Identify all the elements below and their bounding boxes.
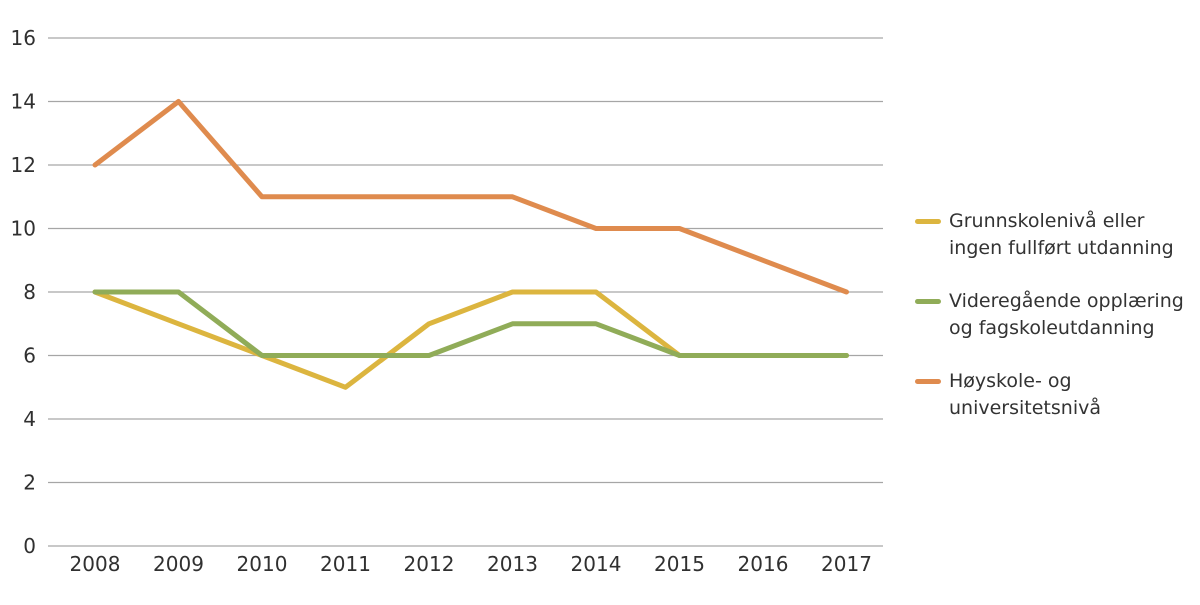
- legend-swatch-hoyskole: [915, 379, 941, 384]
- x-tick-label: 2008: [70, 552, 121, 576]
- legend-label-hoyskole: Høyskole- og universitetsnivå: [949, 370, 1101, 419]
- legend-item-videregaende: Videregående opplæring og fagskoleutdann…: [915, 288, 1195, 342]
- legend-label-grunnskole: Grunnskolenivå eller ingen fullført utda…: [949, 210, 1174, 259]
- x-tick-label: 2012: [404, 552, 455, 576]
- y-tick-label: 6: [23, 344, 36, 368]
- y-tick-label: 16: [11, 26, 36, 50]
- legend-item-grunnskole: Grunnskolenivå eller ingen fullført utda…: [915, 208, 1195, 262]
- y-tick-label: 14: [11, 90, 36, 114]
- x-tick-label: 2014: [571, 552, 622, 576]
- x-tick-label: 2009: [153, 552, 204, 576]
- legend-item-hoyskole: Høyskole- og universitetsnivå: [915, 368, 1195, 422]
- x-tick-label: 2010: [237, 552, 288, 576]
- chart-legend: Grunnskolenivå eller ingen fullført utda…: [915, 208, 1195, 448]
- x-tick-label: 2011: [320, 552, 371, 576]
- x-tick-label: 2016: [738, 552, 789, 576]
- x-tick-label: 2017: [821, 552, 872, 576]
- series-line-2: [92, 99, 849, 295]
- y-tick-label: 0: [23, 534, 36, 558]
- y-tick-label: 10: [11, 217, 36, 241]
- y-tick-label: 8: [23, 280, 36, 304]
- line-chart: 0 2 4 6 8 10 12 14 16 2008 2009 2010 2011 2012 2013 201…: [11, 26, 883, 576]
- legend-swatch-grunnskole: [915, 219, 941, 224]
- legend-label-videregaende: Videregående opplæring og fagskoleutdann…: [949, 290, 1184, 339]
- x-tick-label: 2015: [654, 552, 705, 576]
- series-line-1: [92, 289, 849, 358]
- y-tick-label: 12: [11, 153, 36, 177]
- y-tick-label: 2: [23, 471, 36, 495]
- legend-swatch-videregaende: [915, 299, 941, 304]
- x-tick-label: 2013: [487, 552, 538, 576]
- y-tick-label: 4: [23, 407, 36, 431]
